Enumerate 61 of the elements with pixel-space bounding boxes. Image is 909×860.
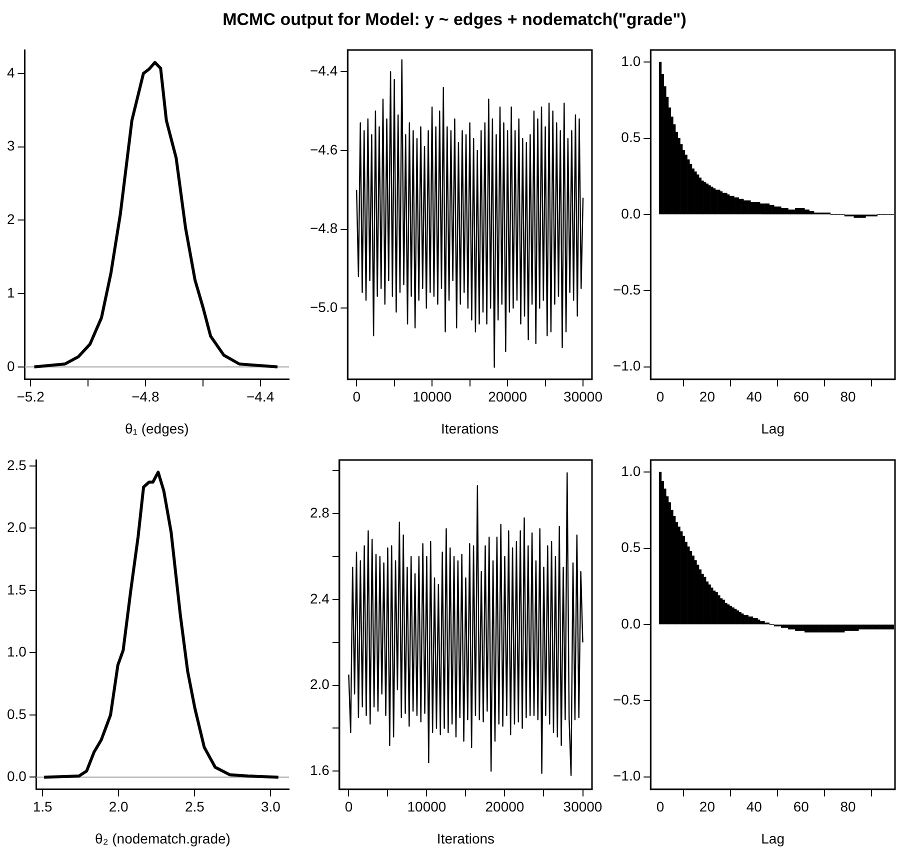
x-tick-label: 10000 [412, 388, 452, 405]
x-tick-label: 20000 [485, 798, 524, 815]
y-tick-label: 3 [6, 138, 15, 154]
y-tick-label: 2.0 [310, 676, 330, 692]
y-tick-label: 1.5 [6, 581, 27, 598]
y-tick-label: 1.0 [621, 53, 641, 70]
y-tick-label: 2.0 [6, 519, 27, 536]
x-tick-label: 0 [344, 798, 353, 815]
y-tick-label: −4.6 [310, 141, 338, 158]
y-tick-label: 2 [6, 211, 15, 228]
y-tick-label: 1.6 [310, 762, 330, 778]
y-tick-label: 0.0 [6, 768, 27, 784]
y-tick-label: −0.5 [612, 691, 641, 708]
x-tick-label: 10000 [407, 798, 446, 815]
x-tick-label: 20000 [488, 388, 528, 405]
x-tick-label: 20 [699, 798, 716, 815]
y-tick-label: −4.8 [310, 220, 338, 236]
x-tick-label: −4.8 [132, 388, 160, 405]
x-tick-label: 20 [699, 388, 716, 405]
y-tick-label: −4.4 [310, 62, 338, 79]
y-tick-label: 0.5 [621, 539, 641, 556]
x-tick-label: 1.5 [32, 798, 52, 815]
x-tick-label: 3.0 [261, 798, 281, 815]
x-tick-label: 80 [840, 798, 856, 815]
y-tick-label: −5.0 [310, 298, 338, 315]
y-tick-label: −1.0 [612, 358, 641, 374]
text: MCMC output for Model: y ~ edges + nodematch("grade") [222, 10, 686, 29]
x-axis-title: Lag [761, 420, 784, 436]
y-tick-label: 2.8 [310, 504, 330, 521]
x-axis-title: Iterations [441, 420, 499, 436]
x-tick-label: 40 [746, 798, 762, 815]
y-tick-label: 0.0 [621, 205, 641, 222]
x-axis-title: Lag [761, 830, 784, 846]
y-tick-label: 0.0 [621, 615, 641, 632]
x-axis-title: Iterations [436, 830, 495, 846]
y-tick-label: −1.0 [612, 768, 641, 784]
x-tick-label: 80 [840, 388, 856, 405]
y-tick-label: 1.0 [621, 463, 641, 480]
x-tick-label: 60 [793, 798, 810, 815]
x-tick-label: 0 [352, 388, 361, 405]
y-tick-label: 1 [6, 284, 15, 300]
x-tick-label: 30000 [564, 388, 603, 405]
x-tick-label: −5.2 [16, 388, 45, 405]
y-tick-label: 4 [6, 64, 15, 80]
y-tick-label: 2.4 [310, 590, 330, 606]
x-tick-label: 0 [656, 388, 664, 405]
y-tick-label: −0.5 [612, 281, 641, 298]
x-tick-label: 40 [746, 388, 762, 405]
y-tick-label: 0.5 [6, 706, 27, 722]
x-tick-label: 2.0 [108, 798, 129, 815]
x-tick-label: 60 [793, 388, 810, 405]
x-tick-label: 2.5 [184, 798, 205, 815]
y-tick-label: 0 [6, 358, 15, 374]
x-tick-label: −4.4 [246, 388, 274, 405]
y-tick-label: 1.0 [6, 644, 27, 660]
y-tick-label: 2.5 [6, 456, 27, 473]
x-axis-title: θ₁ (edges) [124, 420, 189, 436]
x-axis-title: θ₂ (nodematch.grade) [95, 830, 230, 846]
x-tick-label: 0 [656, 798, 664, 815]
y-tick-label: 0.5 [621, 129, 641, 146]
x-tick-label: 30000 [563, 798, 602, 815]
